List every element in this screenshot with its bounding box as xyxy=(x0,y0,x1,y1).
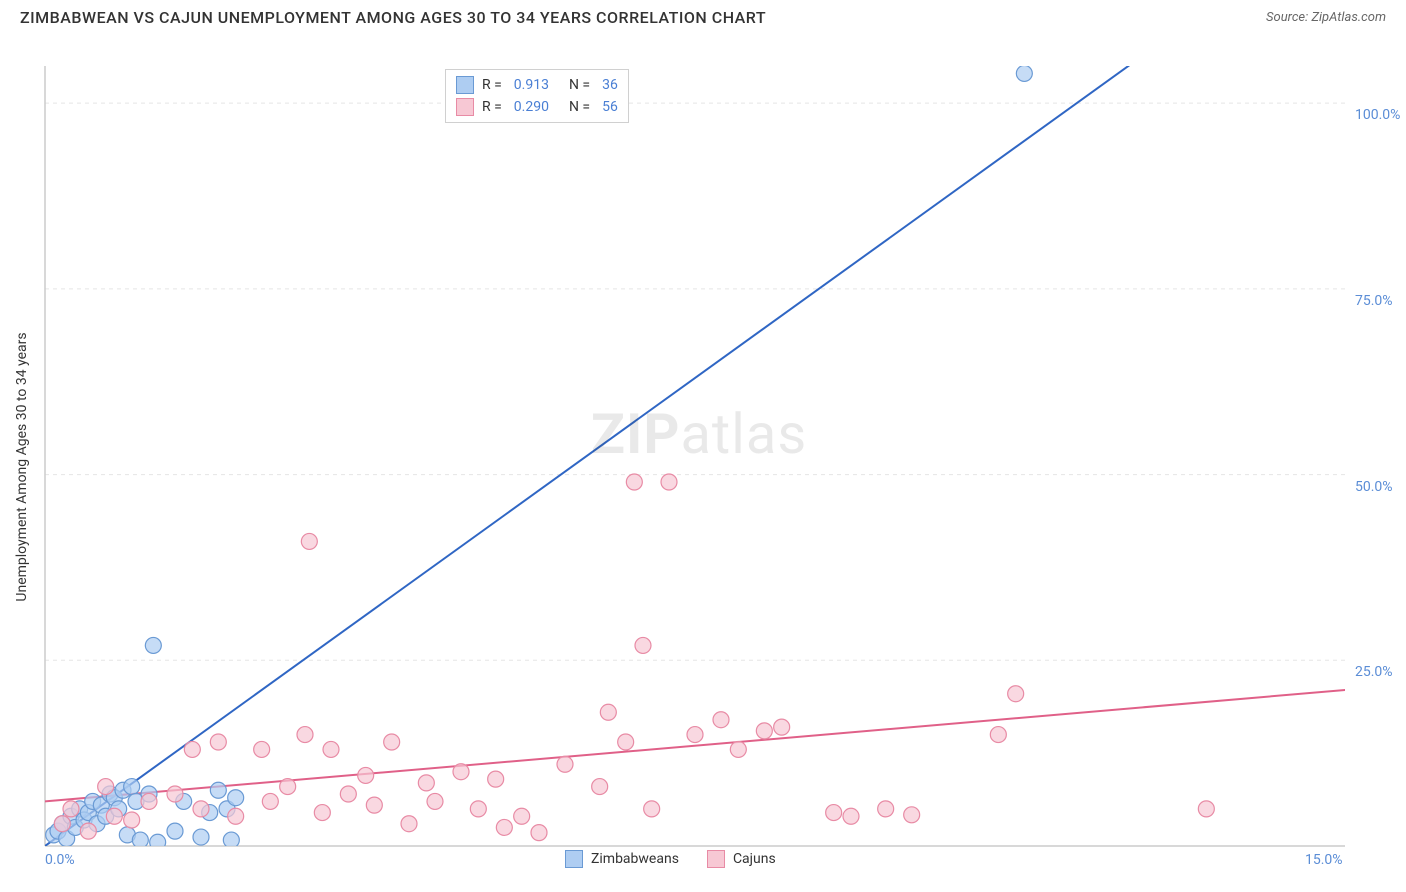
data-point xyxy=(228,790,244,806)
data-point xyxy=(80,823,96,839)
data-point xyxy=(774,719,790,735)
source-prefix: Source: xyxy=(1266,10,1311,25)
data-point xyxy=(145,637,161,653)
data-point xyxy=(280,779,296,795)
data-point xyxy=(453,764,469,780)
data-point xyxy=(427,793,443,809)
data-point xyxy=(132,832,148,848)
legend-stats-row: R = 0.913 N = 36 xyxy=(456,74,618,96)
data-point xyxy=(167,786,183,802)
legend-swatch xyxy=(456,98,474,116)
data-point xyxy=(150,834,166,850)
data-point xyxy=(878,801,894,817)
scatter-chart xyxy=(0,31,1406,886)
legend-series-label: Cajuns xyxy=(733,851,776,867)
data-point xyxy=(592,779,608,795)
data-point xyxy=(63,801,79,817)
data-point xyxy=(193,829,209,845)
data-point xyxy=(557,756,573,772)
data-point xyxy=(990,727,1006,743)
legend-swatch xyxy=(456,76,474,94)
y-tick-label: 100.0% xyxy=(1355,107,1400,123)
chart-title: ZIMBABWEAN VS CAJUN UNEMPLOYMENT AMONG A… xyxy=(20,8,766,27)
data-point xyxy=(418,775,434,791)
data-point xyxy=(531,825,547,841)
legend-series-item: Cajuns xyxy=(707,850,776,868)
legend-stats: R = 0.913 N = 36 R = 0.290 N = 56 xyxy=(445,69,629,123)
data-point xyxy=(644,801,660,817)
data-point xyxy=(301,533,317,549)
y-axis-label: Unemployment Among Ages 30 to 34 years xyxy=(14,332,30,601)
data-point xyxy=(618,734,634,750)
y-tick-label: 25.0% xyxy=(1355,664,1393,680)
data-point xyxy=(254,741,270,757)
data-point xyxy=(401,816,417,832)
data-point xyxy=(626,474,642,490)
data-point xyxy=(262,793,278,809)
legend-r-label: R = xyxy=(482,99,502,115)
chart-source: Source: ZipAtlas.com xyxy=(1266,10,1386,25)
data-point xyxy=(713,712,729,728)
data-point xyxy=(826,805,842,821)
legend-series-item: Zimbabweans xyxy=(565,850,679,868)
data-point xyxy=(904,807,920,823)
data-point xyxy=(210,734,226,750)
data-point xyxy=(54,816,70,832)
data-point xyxy=(687,727,703,743)
legend-n-value: 56 xyxy=(602,99,618,115)
data-point xyxy=(124,779,140,795)
data-point xyxy=(106,808,122,824)
data-point xyxy=(323,741,339,757)
legend-stats-row: R = 0.290 N = 56 xyxy=(456,96,618,118)
data-point xyxy=(366,797,382,813)
data-point xyxy=(843,808,859,824)
data-point xyxy=(470,801,486,817)
legend-n-label: N = xyxy=(569,77,590,93)
legend-swatch xyxy=(565,850,583,868)
data-point xyxy=(124,812,140,828)
data-point xyxy=(1016,65,1032,81)
data-point xyxy=(314,805,330,821)
legend-r-label: R = xyxy=(482,77,502,93)
legend-r-value: 0.913 xyxy=(514,77,549,93)
data-point xyxy=(661,474,677,490)
data-point xyxy=(210,782,226,798)
data-point xyxy=(297,727,313,743)
chart-header: ZIMBABWEAN VS CAJUN UNEMPLOYMENT AMONG A… xyxy=(0,0,1406,31)
data-point xyxy=(167,823,183,839)
data-point xyxy=(98,779,114,795)
y-tick-label: 50.0% xyxy=(1355,479,1393,495)
legend-n-label: N = xyxy=(569,99,590,115)
data-point xyxy=(141,793,157,809)
data-point xyxy=(1008,686,1024,702)
legend-series-label: Zimbabweans xyxy=(591,851,679,867)
data-point xyxy=(184,741,200,757)
data-point xyxy=(488,771,504,787)
data-point xyxy=(340,786,356,802)
chart-container: Unemployment Among Ages 30 to 34 years 2… xyxy=(0,31,1406,886)
legend-r-value: 0.290 xyxy=(514,99,549,115)
data-point xyxy=(384,734,400,750)
regression-line xyxy=(0,31,1345,886)
data-point xyxy=(223,832,239,848)
data-point xyxy=(1198,801,1214,817)
x-tick-label: 15.0% xyxy=(1305,852,1343,868)
data-point xyxy=(193,801,209,817)
legend-series: Zimbabweans Cajuns xyxy=(565,850,776,868)
data-point xyxy=(228,808,244,824)
data-point xyxy=(730,741,746,757)
y-tick-label: 75.0% xyxy=(1355,293,1393,309)
legend-n-value: 36 xyxy=(602,77,618,93)
data-point xyxy=(496,819,512,835)
source-name: ZipAtlas.com xyxy=(1311,10,1386,25)
data-point xyxy=(600,704,616,720)
data-point xyxy=(635,637,651,653)
legend-swatch xyxy=(707,850,725,868)
x-tick-label: 0.0% xyxy=(45,852,75,868)
data-point xyxy=(514,808,530,824)
data-point xyxy=(358,767,374,783)
data-point xyxy=(756,723,772,739)
